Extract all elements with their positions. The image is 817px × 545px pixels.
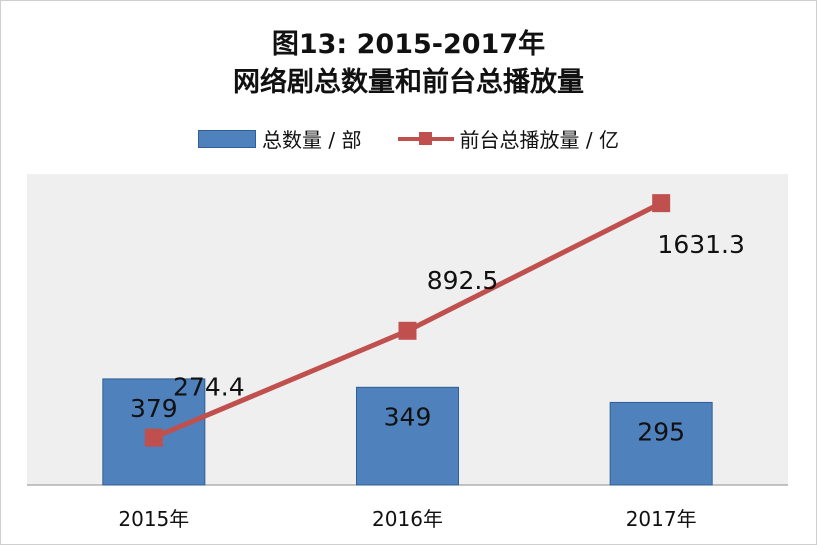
line-data-label: 892.5 [427,266,499,295]
bar [356,386,459,486]
bar-data-label: 379 [130,394,178,423]
line-data-label: 274.4 [173,373,245,402]
chart-legend: 总数量 / 部 前台总播放量 / 亿 [0,124,817,153]
legend-bar-swatch [198,129,257,148]
x-tick-label: 2016年 [372,507,443,531]
line-point [398,321,417,340]
x-tick-label: 2015年 [118,507,189,531]
line-point [652,194,671,213]
chart-title: 图13: 2015-2017年 [271,29,546,60]
legend-label-count: 总数量 / 部 [262,128,362,152]
legend-line-swatch [397,131,454,147]
x-tick-label: 2017年 [626,507,697,531]
legend-label-views: 前台总播放量 / 亿 [459,128,619,152]
bar-data-label: 295 [637,417,685,446]
line-point [144,428,163,447]
chart-subtitle: 网络剧总数量和前台总播放量 [233,67,584,98]
line-data-label: 1631.3 [657,230,744,259]
legend-item-count: 总数量 / 部 [198,124,362,153]
bar-data-label: 349 [384,402,432,431]
bar [609,401,713,486]
legend-item-views: 前台总播放量 / 亿 [397,124,619,153]
